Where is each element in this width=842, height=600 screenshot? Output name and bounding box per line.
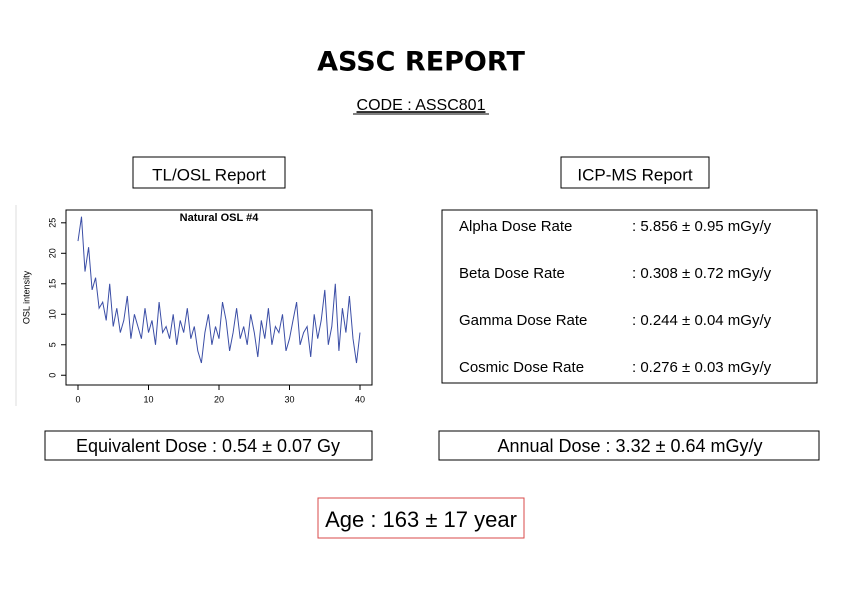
row-label: Cosmic Dose Rate xyxy=(459,359,584,376)
x-tick-label: 30 xyxy=(284,394,294,404)
y-tick-label: 25 xyxy=(47,218,57,228)
osl-chart: Natural OSL #4 0 10 20 30 40 0 5 10 15 20 25 OSL int… xyxy=(21,209,373,404)
age: Age : 163 ± 17 year xyxy=(325,507,517,532)
section-title: TL/OSL Report xyxy=(152,165,266,184)
section-box xyxy=(132,156,286,189)
y-tick-label: 15 xyxy=(47,279,57,289)
row-value: : 0.276 ± 0.03 mGy/y xyxy=(632,359,772,376)
x-tick-label: 20 xyxy=(214,394,224,404)
y-axis-label: OSL intensity xyxy=(21,270,31,324)
row-label: Beta Dose Rate xyxy=(459,265,565,282)
plot-frame xyxy=(65,209,373,386)
result-box xyxy=(44,430,373,461)
x-tick-label: 0 xyxy=(75,394,80,404)
row-label: Gamma Dose Rate xyxy=(459,312,587,329)
section-title: ICP-MS Report xyxy=(577,165,693,184)
y-tick-label: 5 xyxy=(47,342,57,347)
annual-dose: Annual Dose : 3.32 ± 0.64 mGy/y xyxy=(497,436,762,456)
report-code: CODE : ASSC801 xyxy=(357,97,486,114)
equivalent-dose: Equivalent Dose : 0.54 ± 0.07 Gy xyxy=(76,436,340,456)
x-tick-label: 40 xyxy=(355,394,365,404)
y-tick-label: 10 xyxy=(47,309,57,319)
x-tick-label: 10 xyxy=(143,394,153,404)
dose-rows: Alpha Dose Rate : 5.856 ± 0.95 mGy/y Beta … xyxy=(459,218,772,376)
dose-table xyxy=(441,209,818,384)
y-tick-label: 20 xyxy=(47,248,57,258)
result-box xyxy=(438,430,820,461)
osl-line xyxy=(77,216,361,364)
row-value: : 5.856 ± 0.95 mGy/y xyxy=(632,218,772,235)
row-value: : 0.308 ± 0.72 mGy/y xyxy=(632,265,772,282)
age-box xyxy=(317,497,525,539)
y-tick-label: 0 xyxy=(47,373,57,378)
chart-title: Natural OSL #4 xyxy=(180,212,260,224)
report-title: ASSC REPORT xyxy=(317,47,525,78)
section-box xyxy=(560,156,710,189)
row-label: Alpha Dose Rate xyxy=(459,218,572,235)
row-value: : 0.244 ± 0.04 mGy/y xyxy=(632,312,772,329)
